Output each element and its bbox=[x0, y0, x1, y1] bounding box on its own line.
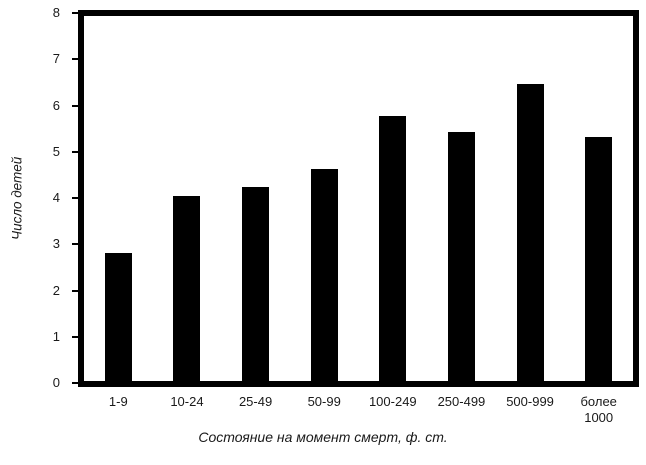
y-tick-label: 5 bbox=[52, 143, 60, 159]
y-tick-mark bbox=[72, 289, 78, 292]
y-tick-label: 1 bbox=[52, 328, 60, 344]
bar-100-249 bbox=[379, 116, 407, 381]
x-tick-label: более 1000 bbox=[580, 394, 617, 425]
bar-slot bbox=[221, 16, 290, 381]
y-tick-label: 8 bbox=[52, 5, 60, 20]
x-tick-label: 100-249 bbox=[368, 394, 417, 409]
bar-1-9 bbox=[104, 253, 132, 381]
bar-25-49 bbox=[242, 187, 270, 381]
bar-50-99 bbox=[310, 168, 338, 381]
y-tick-label: 7 bbox=[52, 51, 60, 67]
x-axis-title: Состояние на момент смерт, ф. ст. bbox=[198, 429, 448, 445]
y-tick-mark bbox=[72, 335, 78, 338]
x-tick-label: 50-99 bbox=[307, 394, 341, 409]
y-tick-label: 4 bbox=[52, 190, 60, 205]
plot-area bbox=[78, 10, 639, 387]
bars bbox=[84, 16, 633, 381]
bar-500-999 bbox=[516, 84, 544, 381]
x-tick-label: 250-499 bbox=[437, 394, 486, 409]
bar-slot bbox=[427, 16, 496, 381]
bar-slot bbox=[359, 16, 428, 381]
bar-более 1000 bbox=[585, 136, 613, 381]
x-tick-label: 1-9 bbox=[108, 394, 128, 409]
y-tick-label: 0 bbox=[52, 375, 60, 390]
x-tick-label: 500-999 bbox=[506, 394, 554, 409]
bar-250-499 bbox=[447, 132, 475, 381]
bar-slot bbox=[153, 16, 222, 381]
y-tick-mark bbox=[72, 197, 78, 199]
bar-slot bbox=[290, 16, 359, 381]
bar-slot bbox=[564, 16, 633, 381]
bar-10-24 bbox=[173, 196, 201, 381]
y-tick-label: 6 bbox=[52, 97, 60, 113]
y-tick-label: 3 bbox=[52, 236, 60, 252]
y-tick-mark bbox=[72, 382, 78, 384]
bar-slot bbox=[496, 16, 565, 381]
y-tick-mark bbox=[72, 243, 78, 246]
y-tick-mark bbox=[72, 150, 78, 153]
x-tick-label: 25-49 bbox=[238, 394, 273, 409]
bar-slot bbox=[84, 16, 153, 381]
y-tick-mark bbox=[72, 104, 78, 107]
x-tick-label: 10-24 bbox=[170, 394, 204, 409]
y-tick-mark bbox=[72, 12, 78, 14]
y-tick-label: 2 bbox=[52, 282, 60, 298]
y-tick-mark bbox=[72, 58, 78, 61]
x-tick-labels: 1-9 10-24 25-49 50-99 100-249 250-499 500-999 б… bbox=[84, 394, 633, 426]
